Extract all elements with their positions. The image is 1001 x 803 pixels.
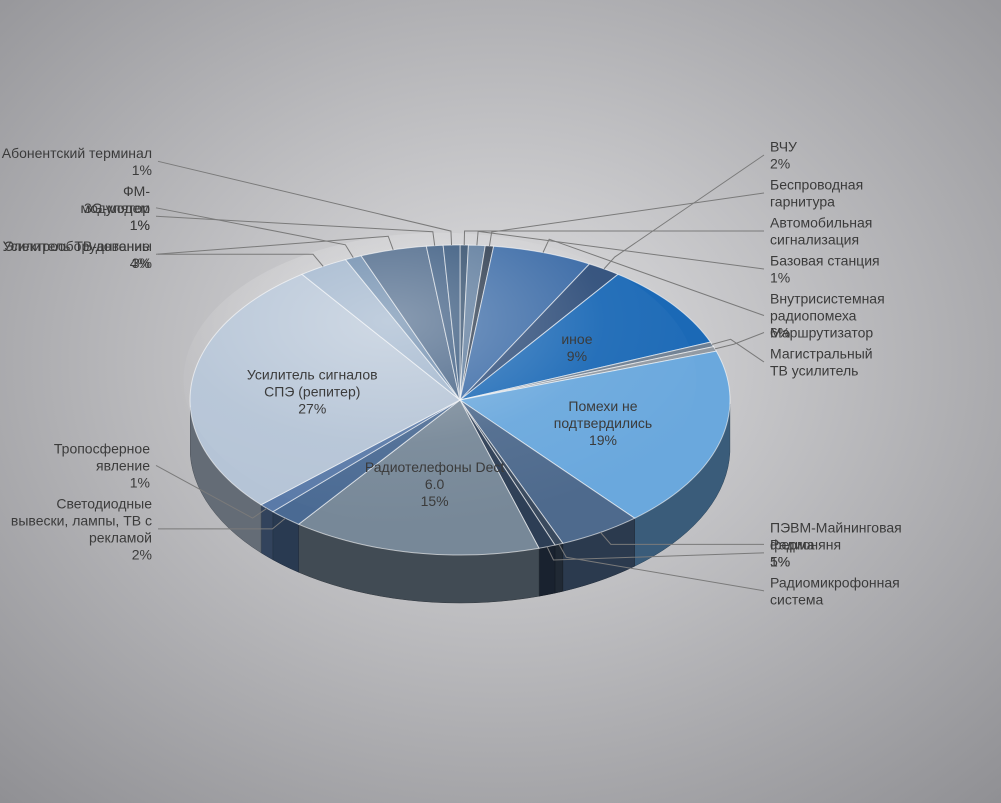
pie-label-text: ПЭВМ-Майнинговая: [770, 519, 902, 535]
pie-label-text: Беспроводная: [770, 177, 863, 193]
pie-label-text: 1%: [770, 270, 790, 286]
pie-label-text: 9%: [567, 348, 587, 364]
pie-label-text: Внутрисистемная: [770, 291, 885, 307]
pie-label-text: 4%: [130, 255, 150, 271]
pie-label-text: Тропосферное: [54, 440, 150, 456]
pie-top: [190, 245, 730, 555]
pie-label-text: Электрооборудование: [4, 238, 150, 254]
pie-label-text: радиопомеха: [770, 308, 857, 324]
pie-label-text: иное: [561, 331, 592, 347]
pie-label-text: Радионяня: [770, 536, 841, 552]
pie-wall-segment: [539, 545, 555, 596]
pie-wall-segment: [555, 543, 563, 593]
pie-label-text: 27%: [298, 400, 326, 416]
pie-label-text: 1%: [130, 474, 150, 490]
pie-label-text: 1%: [130, 217, 150, 233]
pie-label-text: система: [770, 591, 823, 607]
pie-label-text: 19%: [589, 432, 617, 448]
pie-label-text: Светодиодные: [56, 495, 152, 511]
pie-label-text: Усилитель сигналов: [247, 366, 378, 382]
pie-label-text: вывески, лампы, ТВ с: [11, 512, 152, 528]
pie-label-outside: Маршрутизатор: [770, 325, 873, 341]
pie-label-text: Радиотелефоны Dect: [365, 459, 505, 475]
pie-label-text: 2%: [132, 546, 152, 562]
pie-label-text: 1%: [770, 553, 790, 569]
pie-label-text: Автомобильная: [770, 215, 872, 231]
pie-label-text: явление: [96, 457, 150, 473]
pie-label-text: Радиомикрофонная: [770, 574, 900, 590]
pie-label-text: гарнитура: [770, 194, 835, 210]
pie-label-text: Магистральный: [770, 346, 873, 362]
pie-label-text: СПЭ (репитер): [264, 383, 360, 399]
pie-label-text: 6.0: [425, 476, 445, 492]
pie-label-outside: Автомобильнаясигнализация: [770, 215, 872, 248]
pie-label-text: ВЧУ: [770, 139, 797, 155]
pie-label-outside: МагистральныйТВ усилитель: [770, 346, 873, 379]
pie-label-text: Маршрутизатор: [770, 325, 873, 341]
pie-label-text: ФМ-: [123, 183, 150, 199]
pie-label-text: сигнализация: [770, 232, 859, 248]
pie-label-text: 3G-модем: [84, 200, 150, 216]
pie-label-text: подтвердились: [554, 415, 652, 431]
pie-label-text: рекламой: [89, 529, 152, 545]
pie-label-text: Помехи не: [568, 398, 637, 414]
pie-label-text: Базовая станция: [770, 253, 880, 269]
pie-label-text: 15%: [421, 493, 449, 509]
pie-label-text: 1%: [132, 162, 152, 178]
pie-label-text: ТВ усилитель: [770, 363, 858, 379]
pie-wall-segment: [261, 505, 273, 560]
pie-label-text: Абонентский терминал: [2, 145, 152, 161]
pie-label-text: 2%: [770, 156, 790, 172]
